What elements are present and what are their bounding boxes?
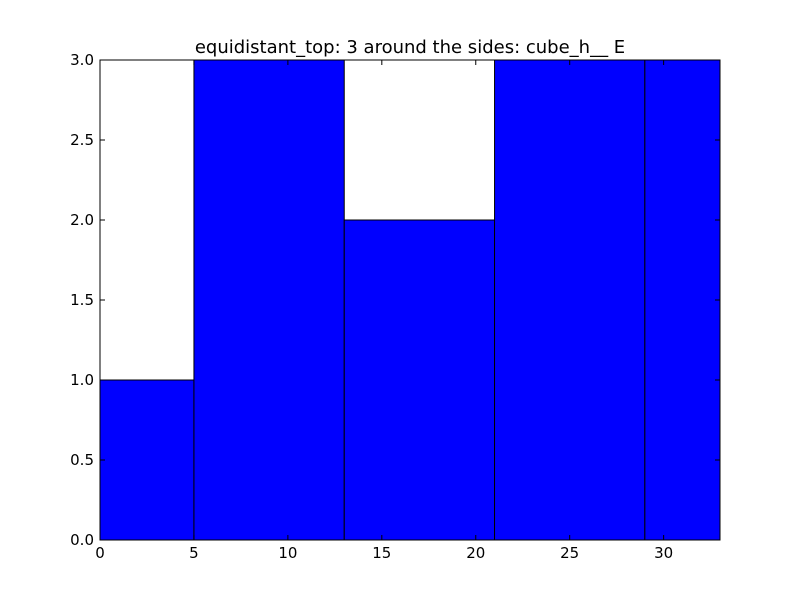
y-tick-label: 0.0 [70, 531, 94, 549]
histogram-bar-2 [193, 59, 345, 541]
histogram-bar-4 [494, 59, 646, 541]
x-tick-label: 0 [95, 544, 105, 562]
bars-group [99, 59, 721, 541]
x-tick-label: 30 [654, 544, 673, 562]
y-tick-label: 2.0 [70, 211, 94, 229]
histogram-bar-3 [343, 219, 496, 541]
y-tick-label: 1.0 [70, 371, 94, 389]
histogram-bar-5 [644, 59, 721, 541]
x-tick-label: 20 [466, 544, 485, 562]
y-tick-label: 3.0 [70, 51, 94, 69]
y-axis: 0.0 0.5 1.0 1.5 2.0 2.5 3.0 [70, 51, 720, 549]
histogram-bar-1 [99, 379, 195, 541]
chart-title: equidistant_top: 3 around the sides: cub… [195, 37, 625, 58]
x-tick-label: 10 [278, 544, 297, 562]
x-tick-label: 5 [189, 544, 199, 562]
y-tick-label: 2.5 [70, 131, 94, 149]
y-tick-label: 1.5 [70, 291, 94, 309]
y-tick-label: 0.5 [70, 451, 94, 469]
x-tick-label: 25 [560, 544, 579, 562]
x-axis: 0 5 10 15 20 25 30 [95, 60, 673, 562]
x-tick-label: 15 [372, 544, 391, 562]
